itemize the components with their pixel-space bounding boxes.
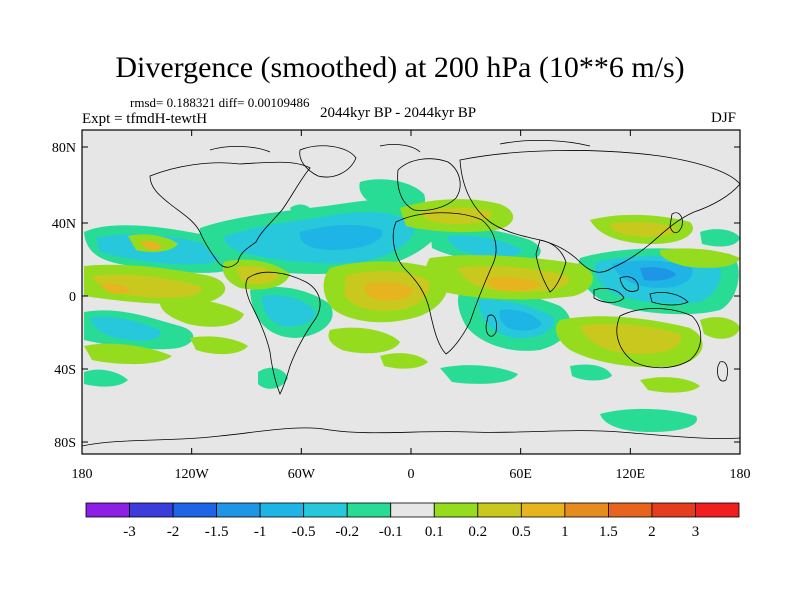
coast-asia <box>459 150 740 273</box>
coast-india <box>535 239 567 293</box>
coast-indonesia <box>593 288 625 303</box>
field-region <box>499 309 542 331</box>
colorbar-swatch <box>129 502 174 518</box>
field-region <box>262 294 316 327</box>
field-region <box>700 317 740 339</box>
field-region <box>640 267 676 281</box>
y-tick-label: 80S <box>54 436 76 451</box>
field-region <box>700 229 740 247</box>
field-region <box>420 207 493 224</box>
field-region <box>328 327 400 354</box>
field-region <box>258 367 288 389</box>
field-region <box>487 277 542 291</box>
x-tick-label: 60W <box>288 467 316 482</box>
coast-south-america <box>245 271 321 395</box>
colorbar-label: 3 <box>692 524 700 540</box>
colorbar-label: -0.5 <box>292 524 316 540</box>
colorbar-label: -0.1 <box>379 524 403 540</box>
field-region <box>610 221 676 237</box>
divergence-field <box>84 179 740 432</box>
coast-arctic <box>209 139 591 153</box>
field-region <box>448 235 522 258</box>
colorbar: -3 -2 -1.5 -1 -0.5 -0.2 -0.1 0.1 0.2 0.5 1 1.5 2 3 <box>85 502 740 540</box>
colorbar-label: 2 <box>648 524 656 540</box>
y-tick-label: 40N <box>52 217 76 232</box>
field-region <box>380 353 428 369</box>
coast-new-guinea <box>649 292 689 306</box>
x-tick-label: 60E <box>509 467 532 482</box>
colorbar-swatch <box>259 502 305 518</box>
colorbar-label: 1 <box>561 524 569 540</box>
field-region <box>84 343 172 365</box>
x-tick-label: 120W <box>175 467 210 482</box>
field-region <box>600 408 697 432</box>
field-region <box>190 336 248 355</box>
coastlines <box>82 139 740 447</box>
map-title: Divergence (smoothed) at 200 hPa (10**6 … <box>115 51 685 84</box>
field-region <box>440 365 518 384</box>
colorbar-swatch <box>608 502 653 518</box>
colorbar-swatch <box>433 502 479 518</box>
colorbar-label: -1.5 <box>205 524 229 540</box>
experiment-label: Expt = tfmdH-tewtH <box>82 111 208 127</box>
colorbar-label: -1 <box>254 524 267 540</box>
season-label: DJF <box>711 110 737 126</box>
field-region <box>290 204 312 217</box>
field-region <box>299 224 383 250</box>
colorbar-swatch <box>520 502 566 518</box>
colorbar-swatch <box>695 502 740 518</box>
colorbar-swatch <box>564 502 609 518</box>
colorbar-label: 0.2 <box>468 524 487 540</box>
coast-antarctica <box>82 427 740 447</box>
field-region <box>364 282 414 301</box>
colorbar-swatch <box>346 502 392 518</box>
field-region <box>659 248 740 268</box>
field-region <box>90 316 161 341</box>
colorbar-label: -3 <box>123 524 136 540</box>
y-axis: 80N 40N 0 40S 80S <box>52 141 740 451</box>
coast-australia <box>616 308 702 369</box>
stats-label: rmsd= 0.188321 diff= 0.00109486 <box>130 95 310 110</box>
coast-borneo <box>619 276 639 292</box>
x-tick-label: 0 <box>408 467 415 482</box>
y-tick-label: 80N <box>52 141 76 156</box>
field-region <box>140 241 162 250</box>
y-tick-label: 0 <box>69 290 76 305</box>
colorbar-swatch <box>651 502 696 518</box>
colorbar-label: 0.1 <box>425 524 444 540</box>
x-tick-label: 180 <box>72 467 93 482</box>
coast-greenland <box>299 145 357 178</box>
field-region <box>570 364 612 381</box>
colorbar-label: 1.5 <box>599 524 618 540</box>
colorbar-swatch <box>477 502 522 518</box>
colorbar-swatch <box>172 502 217 518</box>
colorbar-swatch <box>303 502 348 518</box>
colorbar-label: 0.5 <box>512 524 531 540</box>
colorbar-swatch <box>216 502 261 518</box>
field-region <box>159 298 244 327</box>
field-region <box>640 377 700 393</box>
colorbar-swatch <box>390 502 435 518</box>
x-axis: 180 120W 60W 0 60E 120E 180 <box>72 130 751 482</box>
x-tick-label: 120E <box>616 467 646 482</box>
period-label: 2044kyr BP - 2044kyr BP <box>320 105 477 121</box>
coast-africa <box>392 212 497 355</box>
colorbar-swatch <box>85 502 130 518</box>
y-tick-label: 40S <box>54 363 76 378</box>
field-region <box>84 369 128 387</box>
x-tick-label: 180 <box>730 467 751 482</box>
field-region <box>580 323 682 354</box>
coast-north-america <box>149 161 311 268</box>
field-region <box>100 283 130 294</box>
colorbar-label: -0.2 <box>335 524 359 540</box>
coast-new-zealand <box>717 361 728 382</box>
colorbar-label: -2 <box>167 524 180 540</box>
coast-europe <box>397 158 461 211</box>
coast-madagascar <box>485 314 497 337</box>
coast-japan <box>669 212 683 234</box>
field-region <box>359 179 426 214</box>
